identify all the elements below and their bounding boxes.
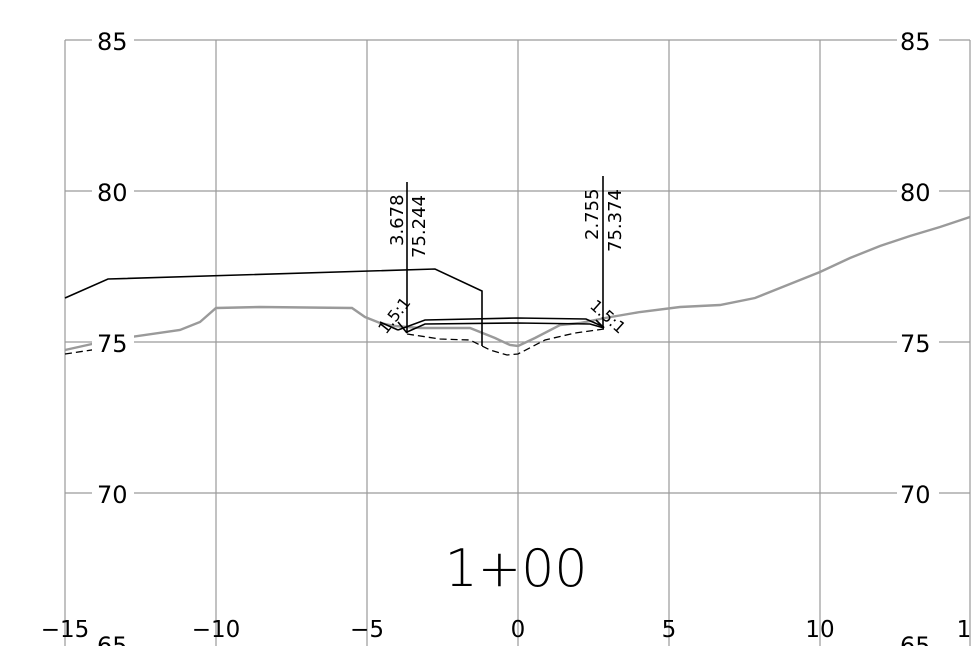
existing-ground-line bbox=[64, 215, 971, 352]
elevation-label: 80 bbox=[97, 179, 128, 207]
station-label: 1 bbox=[957, 617, 972, 643]
elevation-label: 75 bbox=[97, 330, 128, 358]
design-section bbox=[64, 176, 605, 356]
station-label: −5 bbox=[350, 617, 384, 643]
station-label: 5 bbox=[662, 617, 677, 643]
elevation-label: 85 bbox=[900, 28, 931, 56]
elevation-label: 75 bbox=[900, 330, 931, 358]
left-side-slope bbox=[397, 321, 408, 334]
right-elevation-axis: 85 80 75 70 65 bbox=[897, 28, 939, 646]
station-axis: −15 −10 −5 0 5 10 1 bbox=[41, 617, 972, 643]
elevation-label: 80 bbox=[900, 179, 931, 207]
left-offset-annotation: 3.678 75.244 bbox=[387, 194, 430, 258]
left-elevation-value: 75.244 bbox=[409, 195, 430, 258]
left-offset-value: 3.678 bbox=[387, 194, 408, 246]
elevation-label: 85 bbox=[97, 28, 128, 56]
left-shoulder-top bbox=[379, 321, 399, 331]
station-label: 10 bbox=[805, 617, 834, 643]
right-offset-value: 2.755 bbox=[582, 188, 603, 240]
elevation-label: 70 bbox=[97, 481, 128, 509]
elevation-label: 70 bbox=[900, 481, 931, 509]
pavement-top-line bbox=[397, 317, 605, 331]
right-offset-annotation: 2.755 75.374 bbox=[582, 188, 626, 252]
station-label: −15 bbox=[41, 617, 90, 643]
grid bbox=[64, 39, 971, 646]
station-label: −10 bbox=[192, 617, 241, 643]
subgrade-dashed-line bbox=[406, 328, 605, 356]
elevation-label: 65 bbox=[900, 632, 931, 646]
station-title: 1+00 bbox=[445, 539, 588, 599]
left-elevation-axis: 85 80 75 70 65 bbox=[92, 28, 134, 646]
station-label: 0 bbox=[511, 617, 526, 643]
elevation-label: 65 bbox=[97, 632, 128, 646]
right-elevation-value: 75.374 bbox=[605, 189, 626, 252]
existing-surface-line bbox=[64, 268, 483, 346]
pavement-bottom-line bbox=[406, 322, 605, 333]
